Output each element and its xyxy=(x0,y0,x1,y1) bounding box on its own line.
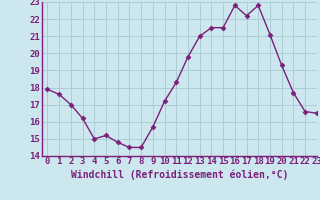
X-axis label: Windchill (Refroidissement éolien,°C): Windchill (Refroidissement éolien,°C) xyxy=(70,169,288,180)
